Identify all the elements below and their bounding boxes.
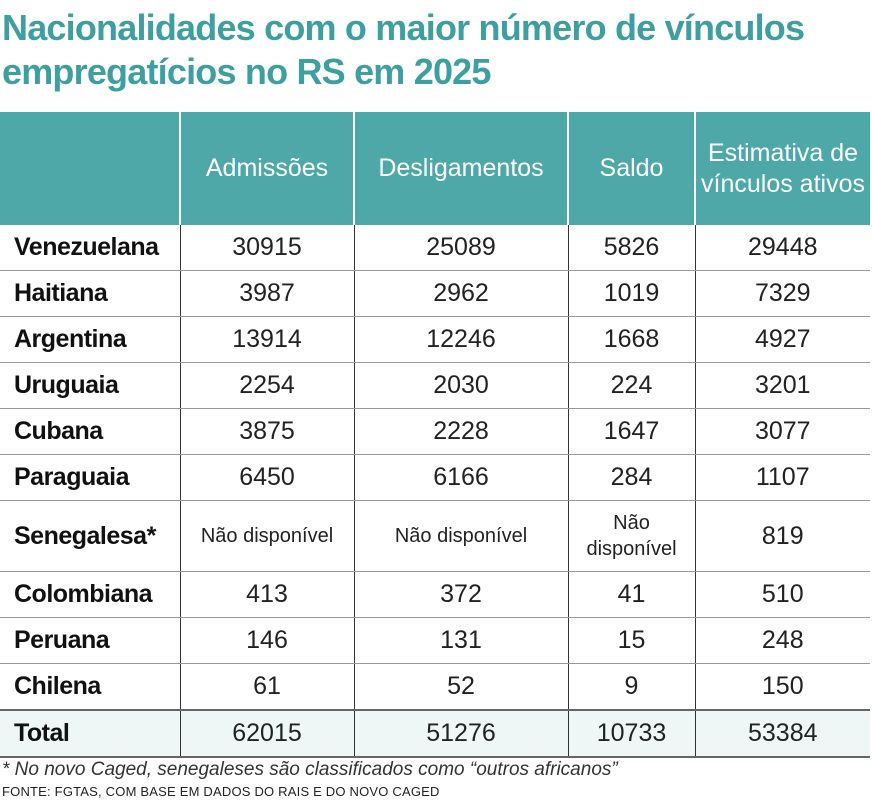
table-cell: 15 bbox=[567, 617, 695, 664]
table-cell: 10733 bbox=[567, 709, 695, 758]
row-label: Senegalesa* bbox=[0, 500, 180, 572]
table-cell: 819 bbox=[694, 500, 870, 572]
table-cell: 2030 bbox=[353, 362, 568, 409]
row-label: Peruana bbox=[0, 617, 180, 664]
row-label: Colombiana bbox=[0, 571, 180, 618]
table-row: Chilena 61 52 9 150 bbox=[0, 663, 870, 711]
data-table: Admissões Desligamentos Saldo Estimativa de… bbox=[0, 112, 870, 758]
column-header bbox=[0, 112, 180, 225]
table-cell: 224 bbox=[567, 362, 695, 409]
table-cell: 62015 bbox=[179, 709, 354, 758]
table-cell: 29448 bbox=[694, 225, 870, 271]
table-row: Uruguaia 2254 2030 224 3201 bbox=[0, 362, 870, 409]
table-cell: 1107 bbox=[694, 454, 870, 501]
row-label: Venezuelana bbox=[0, 225, 180, 271]
table-cell: 4927 bbox=[694, 316, 870, 363]
table-cell: 5826 bbox=[567, 225, 695, 271]
table-row: Cubana 3875 2228 1647 3077 bbox=[0, 408, 870, 455]
table-cell: 2962 bbox=[353, 270, 568, 317]
table-cell: Não disponível bbox=[179, 500, 354, 572]
table-cell: 3077 bbox=[694, 408, 870, 455]
column-header: Estimativa de vínculos ativos bbox=[694, 112, 870, 225]
table-cell: 284 bbox=[567, 454, 695, 501]
table-row: Colombiana 413 372 41 510 bbox=[0, 571, 870, 618]
table-cell: 146 bbox=[179, 617, 354, 664]
table-row: Peruana 146 131 15 248 bbox=[0, 617, 870, 664]
table-cell: 61 bbox=[179, 663, 354, 711]
table-cell: 12246 bbox=[353, 316, 568, 363]
table-cell: 1647 bbox=[567, 408, 695, 455]
row-label: Cubana bbox=[0, 408, 180, 455]
table-row: Paraguaia 6450 6166 284 1107 bbox=[0, 454, 870, 501]
table-cell: 3201 bbox=[694, 362, 870, 409]
table-cell: 131 bbox=[353, 617, 568, 664]
chart-title: Nacionalidades com o maior número de vín… bbox=[2, 7, 805, 92]
table-cell: 9 bbox=[567, 663, 695, 711]
footnote: * No novo Caged, senegaleses são classif… bbox=[2, 759, 618, 780]
header-row: Admissões Desligamentos Saldo Estimativa de… bbox=[0, 112, 870, 225]
table-cell: 41 bbox=[567, 571, 695, 618]
table-cell: 13914 bbox=[179, 316, 354, 363]
table-cell: 51276 bbox=[353, 709, 568, 758]
table-cell: 413 bbox=[179, 571, 354, 618]
table-cell: 2228 bbox=[353, 408, 568, 455]
row-label: Chilena bbox=[0, 663, 180, 711]
table-cell: Não disponível bbox=[567, 500, 695, 572]
table-cell: 150 bbox=[694, 663, 870, 711]
table-cell: 1019 bbox=[567, 270, 695, 317]
table-cell: 510 bbox=[694, 571, 870, 618]
row-label: Total bbox=[0, 709, 180, 758]
table-cell: 53384 bbox=[694, 709, 870, 758]
table-cell: 372 bbox=[353, 571, 568, 618]
table-cell: 7329 bbox=[694, 270, 870, 317]
table-cell: 6450 bbox=[179, 454, 354, 501]
table-row: Haitiana 3987 2962 1019 7329 bbox=[0, 270, 870, 317]
row-label: Haitiana bbox=[0, 270, 180, 317]
table-cell: 3987 bbox=[179, 270, 354, 317]
table-cell: 248 bbox=[694, 617, 870, 664]
table-cell: 25089 bbox=[353, 225, 568, 271]
table-cell: Não disponível bbox=[353, 500, 568, 572]
table-cell: 3875 bbox=[179, 408, 354, 455]
row-label: Argentina bbox=[0, 316, 180, 363]
row-label: Paraguaia bbox=[0, 454, 180, 501]
table-cell: 2254 bbox=[179, 362, 354, 409]
table-cell: 1668 bbox=[567, 316, 695, 363]
table-cell: 6166 bbox=[353, 454, 568, 501]
column-header: Admissões bbox=[179, 112, 354, 225]
total-row: Total 62015 51276 10733 53384 bbox=[0, 709, 870, 758]
column-header: Desligamentos bbox=[353, 112, 568, 225]
column-header: Saldo bbox=[567, 112, 695, 225]
table-row: Argentina 13914 12246 1668 4927 bbox=[0, 316, 870, 363]
source-note: FONTE: FGTAS, COM BASE EM DADOS DO RAIS … bbox=[2, 784, 440, 799]
row-label: Uruguaia bbox=[0, 362, 180, 409]
table-cell: 52 bbox=[353, 663, 568, 711]
table-row: Venezuelana 30915 25089 5826 29448 bbox=[0, 225, 870, 271]
table-cell: 30915 bbox=[179, 225, 354, 271]
table-row: Senegalesa* Não disponível Não disponível N… bbox=[0, 500, 870, 572]
